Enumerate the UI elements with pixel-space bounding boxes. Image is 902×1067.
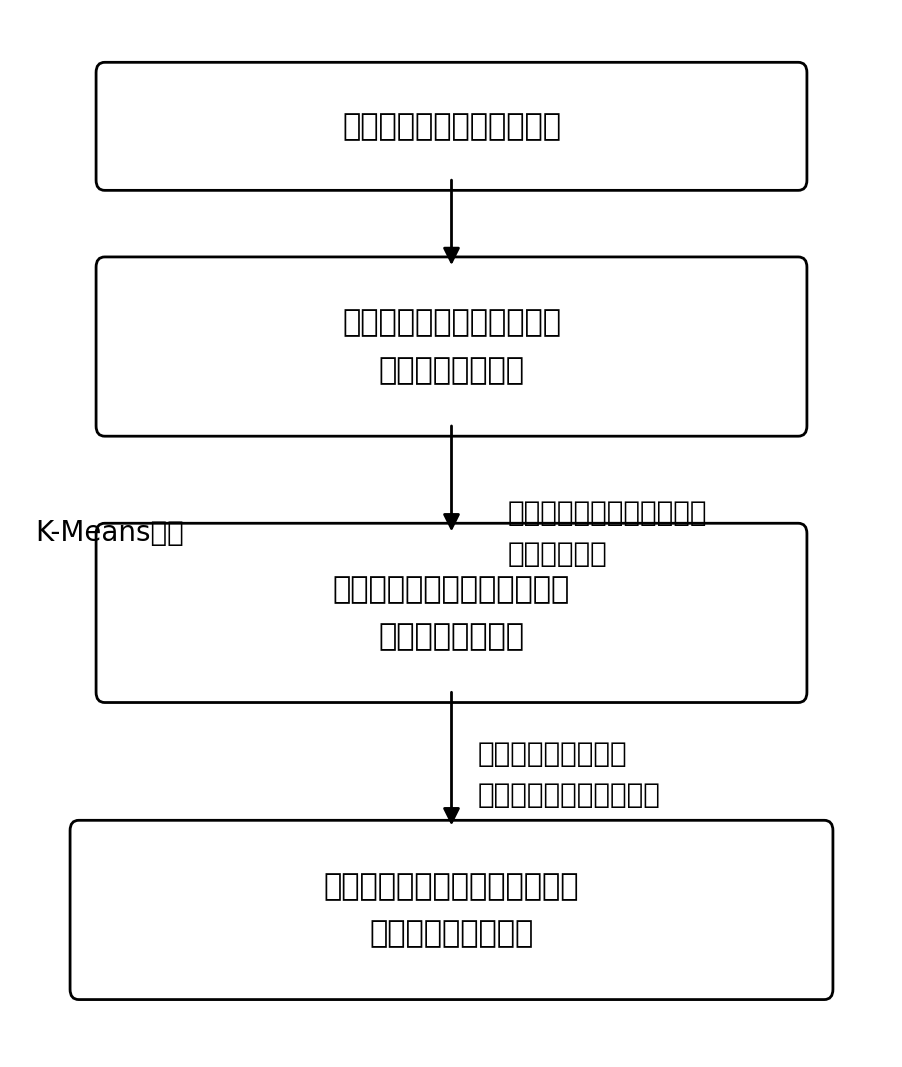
- Text: K-Means聚类: K-Means聚类: [35, 520, 184, 547]
- Text: 所监测、检测的支吊架出现性能
劣化情况，发出警报: 所监测、检测的支吊架出现性能 劣化情况，发出警报: [324, 872, 578, 949]
- Text: 后期测试指标值持续
偏离完好状态时的指标值: 后期测试指标值持续 偏离完好状态时的指标值: [477, 739, 659, 809]
- Text: 对支吊架进行振动响应测试: 对支吊架进行振动响应测试: [342, 112, 560, 141]
- Text: 以离基频数据均值最近的簇
为真值数据簇: 以离基频数据均值最近的簇 为真值数据簇: [507, 499, 706, 568]
- FancyBboxPatch shape: [70, 821, 832, 1000]
- FancyBboxPatch shape: [96, 257, 806, 436]
- FancyBboxPatch shape: [96, 62, 806, 190]
- Text: 对振动信号进行频谱分析，
识别支吊架的基频: 对振动信号进行频谱分析， 识别支吊架的基频: [342, 308, 560, 385]
- FancyBboxPatch shape: [96, 523, 806, 702]
- Text: 令基频真值数据簇的质心作为
支吊架的状态指标: 令基频真值数据簇的质心作为 支吊架的状态指标: [333, 575, 569, 651]
